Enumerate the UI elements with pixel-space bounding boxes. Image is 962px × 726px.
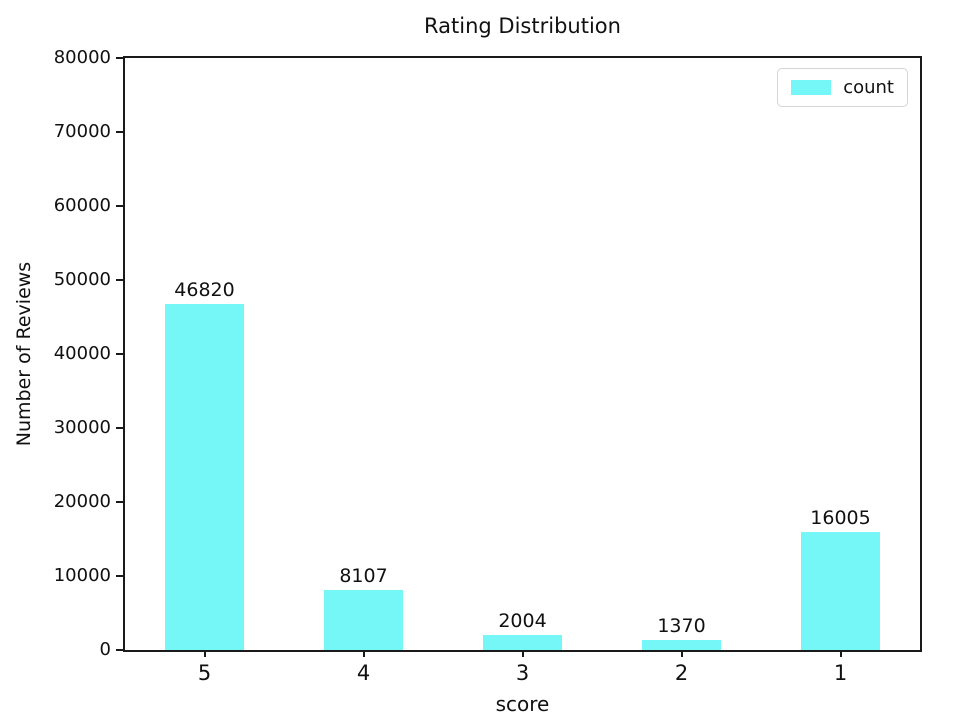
x-tick-mark: [680, 650, 683, 657]
y-tick-label: 0: [99, 639, 111, 660]
bar: [800, 531, 881, 650]
x-tick-label: 3: [515, 661, 530, 685]
x-tick-mark: [362, 650, 365, 657]
y-tick-label: 50000: [53, 269, 111, 290]
x-tick-label: 5: [197, 661, 212, 685]
bar-value-label: 1370: [657, 614, 706, 637]
x-tick-mark: [839, 650, 842, 657]
x-tick-label: 2: [674, 661, 689, 685]
bar: [323, 590, 404, 650]
x-tick-mark: [203, 650, 206, 657]
x-axis-label: score: [495, 692, 550, 716]
legend: count: [777, 68, 908, 107]
y-tick-mark: [116, 649, 123, 651]
bar-value-label: 16005: [810, 506, 871, 529]
x-tick-label: 4: [356, 661, 371, 685]
y-tick-mark: [116, 501, 123, 503]
legend-count-swatch: [791, 80, 832, 95]
x-tick-label: 1: [833, 661, 848, 685]
y-tick-mark: [116, 131, 123, 133]
bar-value-label: 2004: [498, 610, 547, 633]
x-tick-mark: [521, 650, 524, 657]
y-tick-label: 40000: [53, 343, 111, 364]
bar: [482, 635, 563, 650]
y-tick-label: 30000: [53, 417, 111, 438]
y-tick-label: 80000: [53, 47, 111, 68]
y-tick-mark: [116, 353, 123, 355]
y-tick-label: 20000: [53, 491, 111, 512]
bar: [641, 639, 722, 650]
y-tick-label: 60000: [53, 195, 111, 216]
y-tick-mark: [116, 205, 123, 207]
y-tick-mark: [116, 575, 123, 577]
legend-count-label: count: [843, 77, 894, 98]
y-tick-label: 10000: [53, 565, 111, 586]
y-tick-mark: [116, 279, 123, 281]
chart-title: Rating Distribution: [424, 14, 621, 38]
y-tick-mark: [116, 427, 123, 429]
bar: [164, 303, 245, 650]
bar-value-label: 46820: [174, 278, 235, 301]
y-tick-label: 70000: [53, 121, 111, 142]
bar-value-label: 8107: [339, 565, 388, 587]
y-tick-mark: [116, 57, 123, 59]
